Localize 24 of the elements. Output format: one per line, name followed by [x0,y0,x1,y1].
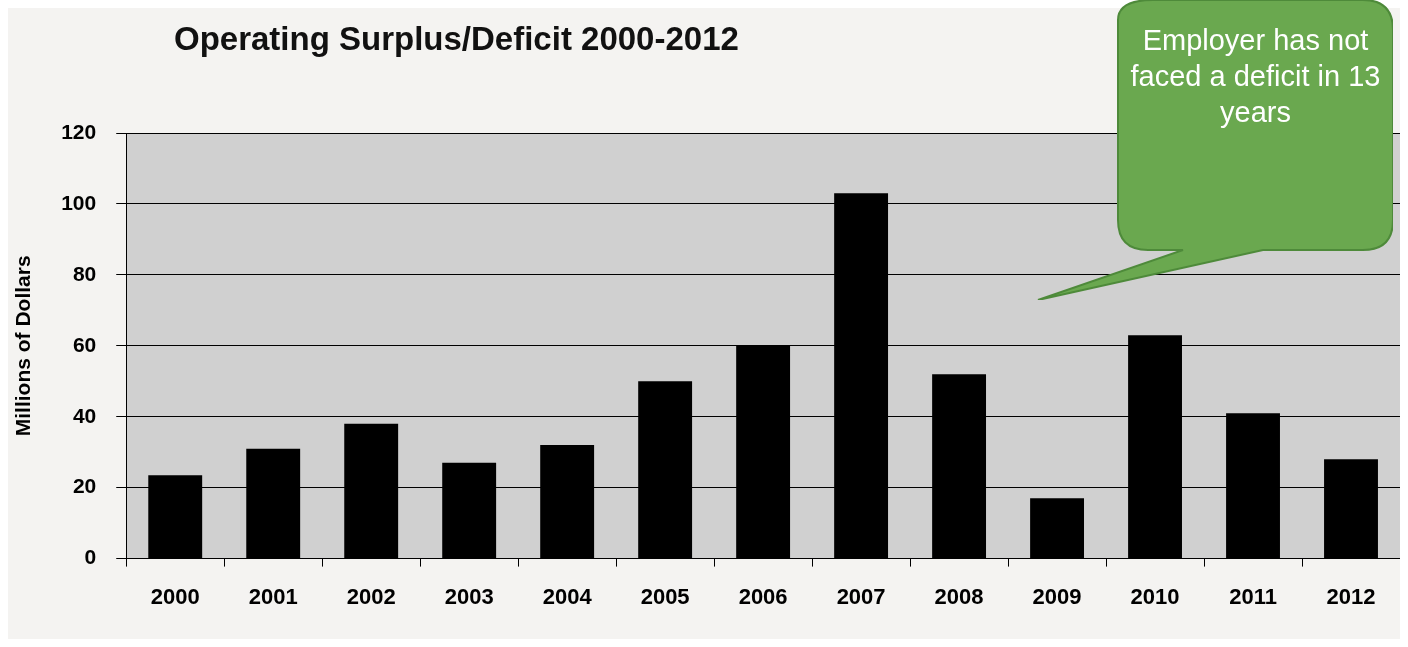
x-tick-label: 2006 [738,583,788,609]
x-tick-label: 2000 [150,583,200,609]
x-tick-label: 2001 [248,583,298,609]
y-axis-title: Millions of Dollars [11,255,35,437]
y-tick-label: 40 [72,403,97,427]
text: Employer has not faced a deficit in 13 years [1129,23,1382,130]
x-tick-label: 2002 [346,583,396,609]
x-tick-label: 2009 [1032,583,1082,609]
x-tick-label: 2011 [1229,583,1277,609]
x-tick-label: 2004 [542,583,593,609]
chart-title: Operating Surplus/Deficit 2000-2012 [174,20,739,58]
y-tick-label: 60 [72,332,97,356]
y-tick-label: 20 [72,474,97,498]
y-tick-label: 100 [61,190,97,214]
x-tick-label: 2005 [640,583,690,609]
x-tick-label: 2007 [836,583,886,609]
x-tick-label: 2008 [934,583,984,609]
y-tick-label: 0 [84,545,97,569]
x-tick-label: 2012 [1326,583,1376,609]
x-tick-label: 2010 [1130,583,1180,609]
y-tick-label: 80 [72,261,97,285]
y-tick-label: 120 [61,119,97,143]
bar [1030,498,1085,559]
x-tick-label: 2003 [444,583,494,609]
